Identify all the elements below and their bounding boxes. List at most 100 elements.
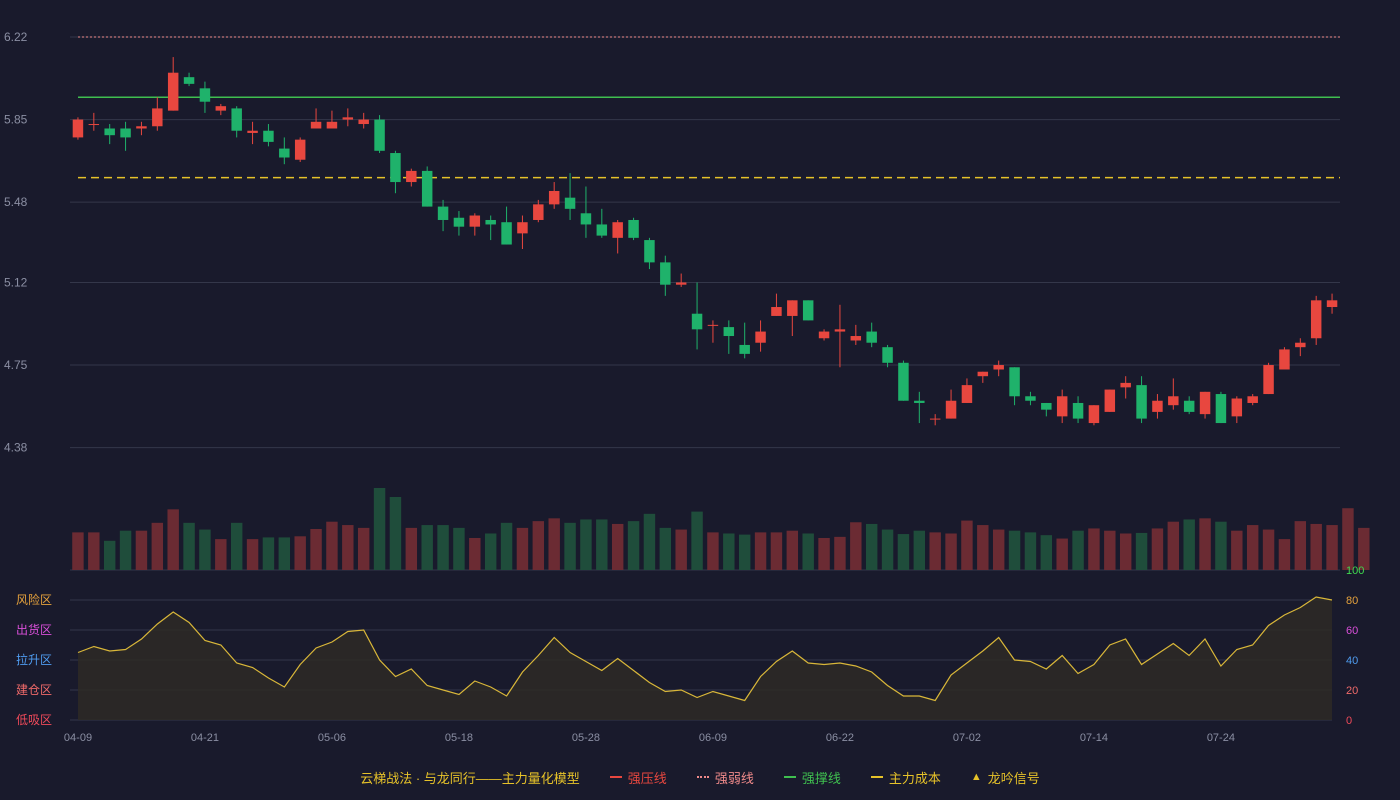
price-grid <box>70 36 1340 721</box>
candle-body <box>580 213 592 225</box>
date-tick-label: 07-24 <box>1207 732 1235 744</box>
volume-bar <box>310 529 322 570</box>
volume-bar <box>1056 538 1068 570</box>
candle-body <box>1088 405 1100 424</box>
volume-bar <box>119 530 132 570</box>
candle-body <box>1247 396 1258 403</box>
legend-label: 龙吟信号 <box>987 770 1040 786</box>
volume-bar <box>151 522 164 570</box>
candle-body <box>183 77 195 84</box>
volume-bar <box>500 522 513 570</box>
legend: 云梯战法 · 与龙同行——主力量化模型 强压线 强弱线 强撑线 主力成本 ▲ 龙吟信号 <box>0 766 1400 788</box>
volume-bar <box>643 513 656 570</box>
price-tick-label: 5.48 <box>4 195 28 209</box>
legend-swatch <box>696 776 709 778</box>
candle-body <box>1295 342 1306 348</box>
date-tick-label: 06-22 <box>826 732 854 744</box>
candle-body <box>247 130 258 133</box>
candle-body <box>1263 365 1274 395</box>
candle-body <box>263 130 274 142</box>
volume-bar <box>167 509 179 570</box>
candle-body <box>1168 396 1179 406</box>
candle-body <box>501 222 512 245</box>
volume-bars <box>72 488 1370 570</box>
osc-zone-label: 建仓区 <box>16 683 52 697</box>
candle-body <box>374 119 385 151</box>
candle-body <box>1136 385 1147 419</box>
candle-body <box>406 170 417 183</box>
candle-body <box>993 365 1004 370</box>
date-tick-label: 05-06 <box>318 732 346 744</box>
volume-bar <box>469 537 481 570</box>
legend-label: 强弱线 <box>714 770 754 786</box>
candle-body <box>231 108 242 131</box>
osc-zone-label: 拉升区 <box>16 652 52 667</box>
candle-body <box>1120 382 1131 388</box>
volume-bar <box>88 532 100 570</box>
oscillator-panel <box>77 596 1333 720</box>
volume-bar <box>342 525 354 570</box>
price-tick-label: 4.38 <box>4 441 28 455</box>
volume-bar <box>1151 528 1164 570</box>
candle-body <box>755 331 766 343</box>
volume-bar <box>738 534 751 570</box>
volume-bar <box>389 496 402 570</box>
volume-bar <box>961 520 973 570</box>
candle-body <box>802 300 814 321</box>
candle-body <box>120 128 131 138</box>
candle-body <box>358 119 369 125</box>
candle-body <box>1199 391 1211 415</box>
volume-bar <box>199 529 211 570</box>
date-tick-label: 07-14 <box>1080 732 1108 744</box>
volume-bar <box>1167 521 1180 570</box>
level-lines <box>78 36 1340 179</box>
candle-body <box>612 222 623 238</box>
volume-bar <box>1262 529 1275 570</box>
volume-bar <box>564 522 576 570</box>
volume-bar <box>103 540 116 570</box>
candle-body <box>326 121 338 129</box>
volume-bar <box>977 525 989 570</box>
candles <box>72 57 1338 426</box>
candle-body <box>707 324 719 326</box>
volume-bar <box>1278 539 1291 570</box>
volume-bar <box>850 522 862 570</box>
candle-body <box>1072 402 1084 419</box>
volume-bar <box>897 534 910 570</box>
candle-body <box>866 331 877 343</box>
volume-bar <box>596 519 608 570</box>
volume-bar <box>881 529 894 570</box>
candle-body <box>929 418 941 420</box>
volume-bar <box>1358 527 1370 570</box>
volume-bar <box>516 527 529 570</box>
volume-bar <box>294 536 306 570</box>
volume-bar <box>945 533 957 570</box>
candle-body <box>818 331 830 339</box>
volume-bar <box>580 519 592 570</box>
osc-tick-label: 60 <box>1346 625 1358 637</box>
volume-bar <box>1040 535 1053 570</box>
candle-body <box>1041 402 1052 410</box>
date-tick-label: 06-09 <box>699 732 727 744</box>
volume-bar <box>326 521 338 570</box>
date-tick-label: 04-21 <box>191 732 219 744</box>
volume-bar <box>1183 519 1195 570</box>
legend-item: 主力成本 <box>870 768 941 787</box>
candle-body <box>548 190 560 205</box>
triangle-icon: ▲ <box>970 771 982 783</box>
candle-body <box>215 106 227 111</box>
candle-body <box>421 170 433 207</box>
volume-bar <box>723 533 735 570</box>
candle-body <box>1310 300 1322 339</box>
volume-bar <box>1246 525 1259 570</box>
candle-body <box>199 88 211 102</box>
osc-zone-label: 低吸区 <box>16 713 52 727</box>
volume-bar <box>992 529 1005 570</box>
candle-body <box>167 72 179 111</box>
candle-body <box>437 206 449 220</box>
volume-bar <box>913 530 926 570</box>
volume-bar <box>246 539 259 570</box>
osc-tick-label: 80 <box>1346 595 1358 607</box>
candle-body <box>294 139 306 160</box>
